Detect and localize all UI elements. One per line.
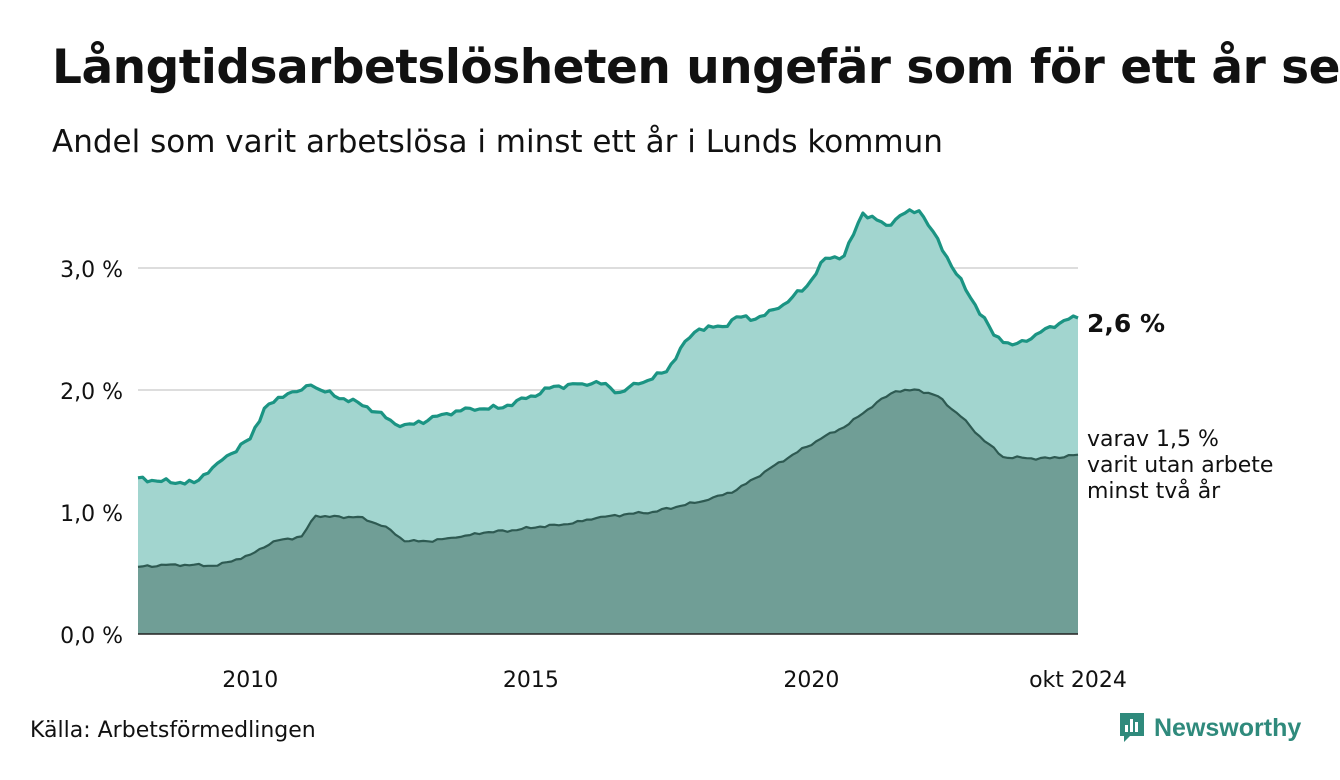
brand-name: Newsworthy [1154,713,1302,742]
series-two-years-area [138,389,1078,634]
x-tick-label: 2010 [222,668,278,693]
end-label-long-term: 2,6 % [1087,309,1165,338]
y-tick-label: 0,0 % [60,624,123,649]
series-two-years-line [137,388,1079,568]
end-label-two-years-line: minst två år [1087,478,1221,504]
end-label-two-years-line: varav 1,5 % [1087,427,1219,452]
chart-subtitle: Andel som varit arbetslösa i minst ett å… [52,124,943,160]
series-long-term-line [137,208,1079,486]
x-axis: 2010 2015 2020 okt 2024 [222,668,1127,693]
y-tick-label: 3,0 % [60,258,123,283]
series-areas [138,209,1078,635]
series-lines [137,208,1079,568]
end-label-two-years-line: varit utan arbete [1087,453,1273,478]
newsworthy-logo-icon [1120,713,1144,742]
chart-title: Långtidsarbetslösheten ungefär som för e… [52,40,1340,95]
x-tick-label: 2015 [503,668,559,693]
y-axis: 0,0 % 1,0 % 2,0 % 3,0 % [60,258,123,649]
brand-logo: Newsworthy [1118,712,1301,744]
y-tick-label: 1,0 % [60,502,123,527]
x-tick-label: okt 2024 [1029,668,1127,693]
x-tick-label: 2020 [783,668,839,693]
source-note: Källa: Arbetsförmedlingen [30,718,316,743]
y-tick-label: 2,0 % [60,380,123,405]
